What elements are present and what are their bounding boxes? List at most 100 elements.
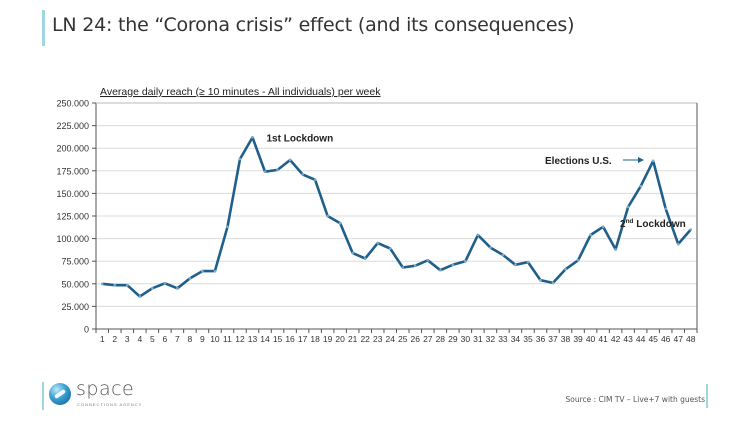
- data-point: [526, 260, 530, 264]
- x-tick-label: 41: [598, 334, 608, 344]
- data-point: [226, 225, 229, 229]
- x-tick-label: 33: [498, 334, 508, 344]
- data-point: [201, 269, 204, 273]
- data-point: [689, 228, 693, 231]
- data-point: [288, 158, 292, 162]
- space-globe-logo-icon: [49, 383, 71, 405]
- x-tick-label: 42: [611, 334, 621, 344]
- source-accent-bar: [706, 384, 708, 408]
- data-point: [238, 157, 242, 161]
- data-point: [338, 221, 342, 225]
- data-point: [514, 263, 517, 267]
- y-tick-label: 225.000: [56, 121, 89, 131]
- data-point: [501, 253, 505, 257]
- x-tick-label: 26: [411, 334, 421, 344]
- data-point: [676, 242, 680, 246]
- page-title: LN 24: the “Corona crisis” effect (and i…: [52, 14, 575, 36]
- x-tick-label: 48: [686, 334, 696, 344]
- x-tick-label: 29: [448, 334, 458, 344]
- data-point: [413, 264, 417, 268]
- data-point: [263, 170, 267, 174]
- x-tick-label: 47: [673, 334, 683, 344]
- x-tick-label: 36: [536, 334, 546, 344]
- y-tick-label: 250.000: [56, 99, 89, 109]
- x-tick-label: 39: [573, 334, 583, 344]
- annotation-elections-us: Elections U.S.: [545, 156, 612, 167]
- logo-wordmark: space: [76, 378, 135, 400]
- x-tick-label: 31: [473, 334, 483, 344]
- data-point: [326, 214, 329, 218]
- x-tick-label: 40: [586, 334, 596, 344]
- data-point: [100, 282, 104, 286]
- x-tick-label: 27: [423, 334, 433, 344]
- data-point: [551, 281, 555, 285]
- data-point: [113, 283, 117, 287]
- annotation-arrow-head-icon: [638, 157, 644, 163]
- x-tick-label: 18: [310, 334, 320, 344]
- data-point: [489, 246, 492, 249]
- data-point: [664, 207, 667, 211]
- x-tick-label: 10: [210, 334, 220, 344]
- title-accent-bar: [42, 10, 45, 46]
- x-tick-label: 38: [561, 334, 571, 344]
- x-tick-label: 7: [175, 334, 180, 344]
- data-point: [576, 258, 580, 262]
- x-tick-label: 23: [373, 334, 383, 344]
- data-point: [151, 287, 154, 290]
- data-point: [626, 205, 630, 209]
- series-line: [102, 136, 692, 298]
- x-tick-label: 30: [461, 334, 471, 344]
- x-tick-label: 3: [125, 334, 130, 344]
- x-tick-label: 19: [323, 334, 333, 344]
- x-tick-label: 24: [386, 334, 396, 344]
- data-point: [376, 241, 380, 245]
- data-point: [163, 282, 167, 285]
- x-tick-label: 9: [200, 334, 205, 344]
- chart-title: Average daily reach (≥ 10 minutes - All …: [100, 86, 381, 98]
- x-tick-label: 44: [636, 334, 646, 344]
- data-point: [426, 258, 430, 262]
- y-tick-label: 50.000: [61, 279, 89, 289]
- source-note: Source : CIM TV – Live+7 with guests: [565, 395, 705, 404]
- data-point: [639, 184, 642, 188]
- x-tick-label: 14: [260, 334, 270, 344]
- x-tick-label: 8: [188, 334, 193, 344]
- x-tick-label: 16: [285, 334, 295, 344]
- x-tick-label: 12: [235, 334, 245, 344]
- y-tick-label: 200.000: [56, 144, 89, 154]
- data-point: [464, 259, 467, 263]
- data-point: [276, 168, 279, 172]
- x-tick-label: 32: [486, 334, 496, 344]
- data-point: [439, 268, 442, 272]
- x-tick-label: 15: [273, 334, 283, 344]
- data-point: [601, 225, 605, 229]
- x-tick-label: 5: [150, 334, 155, 344]
- data-point: [388, 247, 392, 250]
- x-tick-label: 21: [348, 334, 358, 344]
- x-tick-label: 22: [360, 334, 370, 344]
- data-point: [614, 248, 617, 251]
- x-tick-label: 1: [100, 334, 105, 344]
- x-tick-label: 20: [335, 334, 345, 344]
- x-tick-label: 43: [623, 334, 633, 344]
- data-point: [126, 283, 129, 287]
- y-tick-label: 175.000: [56, 166, 89, 176]
- data-point: [351, 251, 354, 255]
- x-tick-label: 2: [112, 334, 117, 344]
- data-point: [176, 287, 179, 290]
- y-tick-label: 25.000: [61, 302, 89, 312]
- data-point: [539, 278, 542, 282]
- y-tick-label: 0: [84, 325, 89, 335]
- x-tick-label: 28: [436, 334, 446, 344]
- annotation-2nd-lockdown: 2nd Lockdown: [620, 218, 686, 230]
- data-point: [589, 233, 592, 237]
- data-point: [301, 173, 304, 176]
- logo-tagline: CONNECTIONS AGENCY: [77, 402, 143, 407]
- x-tick-label: 35: [523, 334, 533, 344]
- data-point: [564, 268, 567, 271]
- data-point: [138, 295, 142, 298]
- data-point: [313, 178, 317, 182]
- logo-accent-bar: [42, 382, 44, 410]
- y-tick-label: 75.000: [61, 257, 89, 267]
- x-tick-label: 17: [298, 334, 308, 344]
